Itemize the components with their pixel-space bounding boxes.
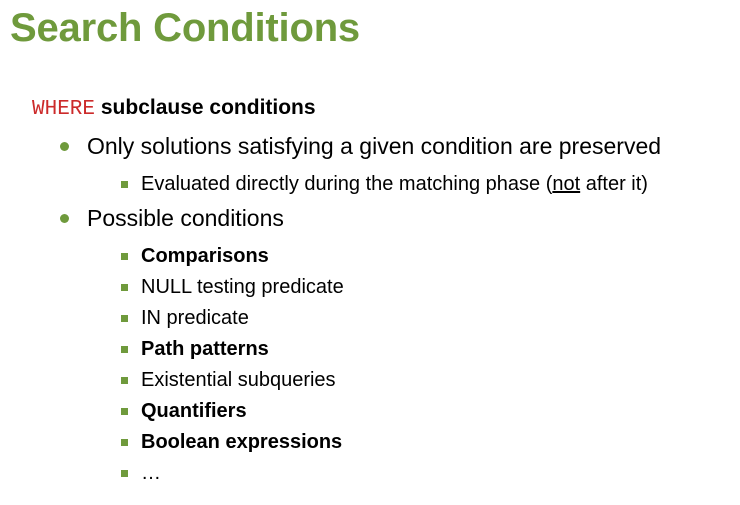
condition-item-comparisons: Comparisons bbox=[121, 245, 269, 268]
slide-title: Search Conditions bbox=[10, 6, 360, 50]
condition-item-ellipsis: … bbox=[121, 462, 161, 485]
condition-label: Path patterns bbox=[141, 338, 269, 360]
condition-label: … bbox=[141, 462, 161, 484]
condition-label: IN predicate bbox=[141, 307, 249, 329]
round-bullet-icon bbox=[60, 214, 69, 223]
bullet-item: Only solutions satisfying a given condit… bbox=[60, 133, 661, 160]
sub-bullet-text: Evaluated directly during the matching p… bbox=[141, 173, 648, 196]
condition-item-in-predicate: IN predicate bbox=[121, 307, 249, 330]
round-bullet-icon bbox=[60, 142, 69, 151]
condition-label: Comparisons bbox=[141, 245, 269, 267]
square-bullet-icon bbox=[121, 377, 128, 384]
heading-text: subclause conditions bbox=[100, 96, 316, 119]
section-heading: WHERE subclause conditions bbox=[32, 96, 316, 121]
bullet-text: Possible conditions bbox=[87, 205, 284, 231]
sub-bullet-text-after: after it) bbox=[580, 173, 648, 195]
condition-item-quantifiers: Quantifiers bbox=[121, 400, 247, 423]
condition-label: Boolean expressions bbox=[141, 431, 343, 453]
condition-item-path-patterns: Path patterns bbox=[121, 338, 269, 361]
bullet-item: Possible conditions bbox=[60, 205, 284, 232]
square-bullet-icon bbox=[121, 408, 128, 415]
square-bullet-icon bbox=[121, 315, 128, 322]
condition-label: NULL testing predicate bbox=[141, 276, 344, 298]
square-bullet-icon bbox=[121, 181, 128, 188]
condition-label: Existential subqueries bbox=[141, 369, 336, 391]
square-bullet-icon bbox=[121, 346, 128, 353]
square-bullet-icon bbox=[121, 284, 128, 291]
condition-label: Quantifiers bbox=[141, 400, 247, 422]
square-bullet-icon bbox=[121, 253, 128, 260]
sub-bullet-item: Evaluated directly during the matching p… bbox=[121, 173, 648, 196]
underlined-word: not bbox=[552, 173, 581, 195]
square-bullet-icon bbox=[121, 439, 128, 446]
where-keyword: WHERE bbox=[32, 98, 96, 121]
condition-item-existential-subqueries: Existential subqueries bbox=[121, 369, 336, 392]
bullet-text: Only solutions satisfying a given condit… bbox=[87, 133, 662, 159]
condition-item-boolean-expressions: Boolean expressions bbox=[121, 431, 342, 454]
square-bullet-icon bbox=[121, 470, 128, 477]
sub-bullet-text-before: Evaluated directly during the matching p… bbox=[141, 173, 553, 195]
condition-item-null-testing: NULL testing predicate bbox=[121, 276, 344, 299]
